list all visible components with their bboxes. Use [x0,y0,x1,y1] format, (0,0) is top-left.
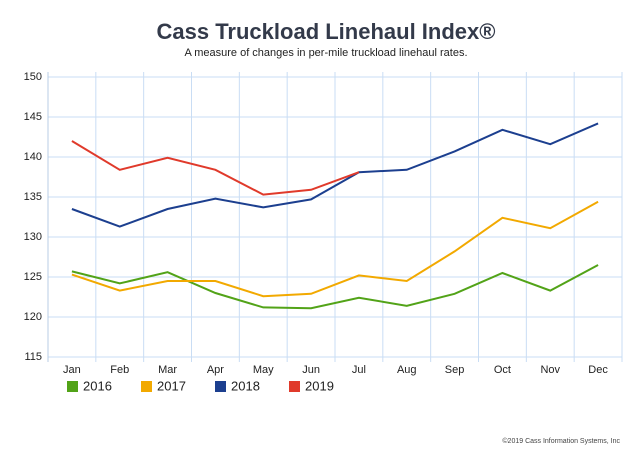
x-tick-label: Nov [540,364,560,376]
series-line [71,264,599,310]
x-tick-label: Jul [352,364,366,376]
legend-label: 2016 [83,378,112,393]
legend-label: 2018 [231,378,260,393]
series-line [71,140,360,196]
x-tick-label: Feb [110,364,129,376]
x-tick-label: Jan [63,364,81,376]
legend-swatch [67,381,78,392]
x-tick-label: Oct [494,364,511,376]
x-tick-label: Apr [207,364,224,376]
legend-swatch [289,381,300,392]
x-tick-label: Sep [445,364,465,376]
legend-swatch [215,381,226,392]
series-line [71,200,599,298]
legend-swatch [141,381,152,392]
x-tick-label: May [253,364,274,376]
y-tick-label: 150 [24,71,42,83]
x-tick-label: Aug [397,364,417,376]
legend-label: 2017 [157,378,186,393]
legend-label: 2019 [305,378,334,393]
x-tick-label: Mar [158,364,177,376]
y-tick-label: 125 [24,271,42,283]
x-tick-label: Jun [302,364,320,376]
y-tick-label: 145 [24,111,42,123]
y-tick-label: 135 [24,191,42,203]
copyright: ©2019 Cass Information Systems, Inc [502,437,620,445]
chart-title: Cass Truckload Linehaul Index® [157,19,496,44]
y-tick-label: 140 [24,151,42,163]
chart-subtitle: A measure of changes in per-mile trucklo… [184,47,467,59]
y-tick-label: 115 [24,351,42,363]
series-line [71,122,599,228]
y-tick-label: 130 [24,231,42,243]
x-tick-label: Dec [588,364,608,376]
y-tick-label: 120 [24,311,42,323]
